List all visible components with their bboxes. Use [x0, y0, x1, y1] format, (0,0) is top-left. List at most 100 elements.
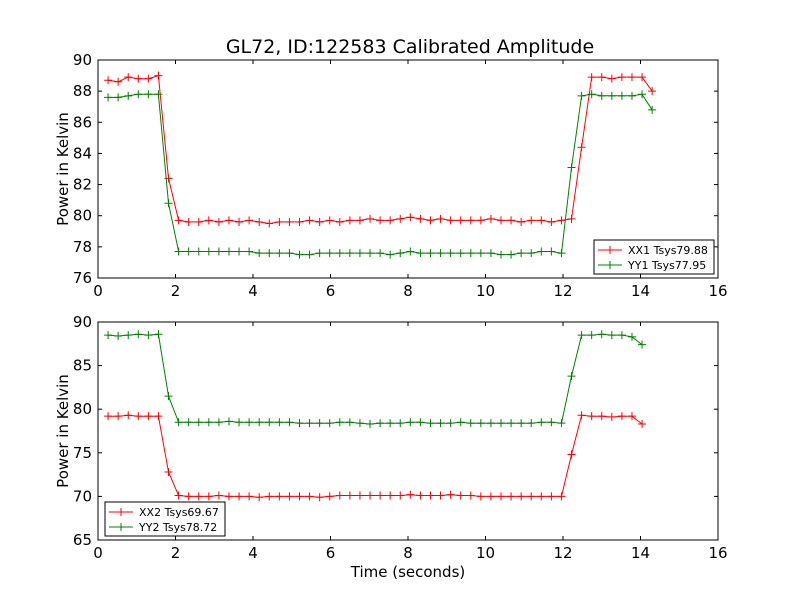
legend-label: YY2 Tsys78.72 — [138, 521, 217, 534]
y-tick-label: 75 — [73, 444, 92, 462]
data-point — [164, 392, 173, 401]
data-point — [104, 76, 113, 85]
data-point — [335, 249, 344, 258]
y-tick-label: 84 — [73, 144, 92, 162]
data-point — [567, 372, 576, 381]
legend-swatch-marker — [117, 523, 125, 531]
data-point — [184, 418, 193, 427]
data-point — [617, 73, 626, 82]
data-point — [597, 91, 606, 100]
data-point — [527, 419, 536, 428]
data-point — [396, 249, 405, 258]
data-point — [638, 340, 647, 349]
data-point — [406, 490, 415, 499]
x-tick-label: 8 — [403, 282, 413, 300]
legend-box — [593, 239, 715, 275]
x-tick-label: 2 — [171, 282, 181, 300]
data-point — [104, 412, 113, 421]
data-point — [275, 249, 284, 258]
data-point — [406, 418, 415, 427]
legend-box — [104, 501, 226, 537]
data-point — [235, 418, 244, 427]
data-point — [577, 411, 586, 420]
data-point — [386, 491, 395, 500]
legend: XX2 Tsys69.67 YY2 Tsys78.72 — [104, 501, 226, 537]
data-point — [335, 217, 344, 226]
data-point — [517, 249, 526, 258]
data-point — [557, 216, 566, 225]
series-line — [108, 333, 643, 425]
data-point — [627, 412, 636, 421]
data-point — [366, 249, 375, 258]
data-point — [416, 491, 425, 500]
data-point — [567, 163, 576, 172]
data-point — [396, 419, 405, 428]
data-point — [224, 492, 233, 501]
data-point — [547, 418, 556, 427]
data-point — [497, 250, 505, 259]
data-point — [245, 247, 254, 256]
data-point — [184, 247, 193, 256]
data-point — [456, 249, 465, 258]
data-point — [416, 214, 425, 223]
data-point — [406, 247, 415, 256]
data-point — [436, 419, 445, 428]
data-point — [275, 217, 284, 226]
data-point — [345, 249, 354, 258]
data-point — [325, 492, 334, 501]
data-point — [174, 418, 183, 427]
data-point — [285, 249, 294, 258]
data-point — [255, 418, 264, 427]
x-tick-label: 16 — [708, 544, 727, 562]
data-point — [184, 492, 193, 501]
data-point — [204, 492, 213, 501]
data-point — [577, 91, 586, 100]
x-axis-label: Time (seconds) — [350, 563, 466, 581]
data-point — [265, 249, 274, 258]
data-point — [315, 493, 324, 502]
legend-swatch-marker — [117, 508, 125, 516]
data-point — [245, 492, 254, 501]
data-point — [134, 90, 143, 99]
data-point — [376, 419, 385, 428]
data-point — [446, 216, 455, 225]
data-point — [285, 418, 294, 427]
data-point — [235, 492, 244, 501]
legend-label: YY1 Tsys77.95 — [627, 259, 706, 272]
data-point — [607, 413, 616, 422]
data-point — [507, 250, 516, 259]
data-point — [144, 412, 153, 421]
data-point — [124, 73, 133, 82]
data-point — [124, 411, 133, 420]
data-point — [295, 217, 304, 226]
data-point — [114, 412, 123, 421]
data-point — [315, 419, 324, 428]
data-point — [497, 419, 505, 428]
data-point — [617, 412, 626, 421]
data-point — [567, 214, 576, 223]
x-tick-label: 12 — [553, 544, 572, 562]
data-point — [104, 331, 113, 340]
data-point — [607, 74, 616, 83]
data-point — [537, 418, 546, 427]
data-point — [547, 217, 556, 226]
y-tick-label: 70 — [73, 487, 92, 505]
data-point — [285, 492, 294, 501]
legend: XX1 Tsys79.88 YY1 Tsys77.95 — [593, 239, 715, 275]
x-tick-label: 4 — [248, 282, 258, 300]
data-point — [517, 217, 526, 226]
series-1-group — [104, 71, 657, 228]
data-point — [648, 105, 657, 114]
data-point — [194, 492, 203, 501]
data-point — [446, 419, 455, 428]
data-point — [245, 418, 254, 427]
data-point — [557, 249, 566, 258]
data-point — [386, 419, 395, 428]
series-1-group — [104, 411, 647, 502]
data-point — [517, 492, 526, 501]
legend-label: XX1 Tsys79.88 — [628, 244, 708, 257]
chart-panel-2: 0 2 4 6 8 10 12 14 16 65 70 75 80 85 90 Power in Kelvin… — [54, 313, 728, 581]
y-tick-label: 80 — [73, 400, 92, 418]
x-tick-label: 0 — [93, 282, 103, 300]
data-point — [517, 419, 526, 428]
